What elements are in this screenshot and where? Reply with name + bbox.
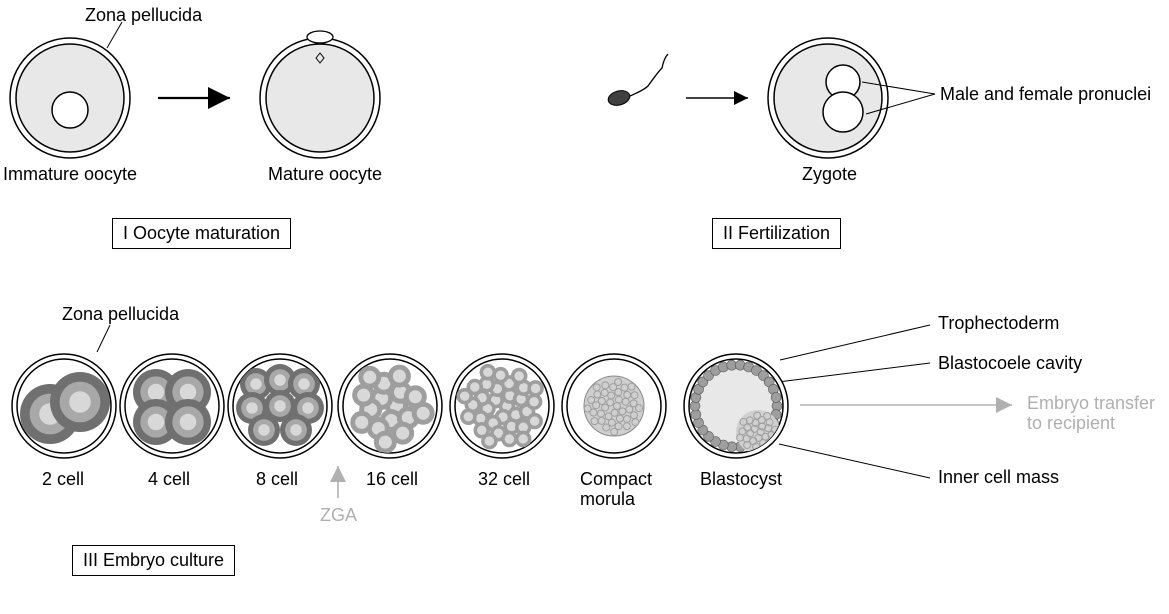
diagram-svg [0, 0, 1169, 614]
